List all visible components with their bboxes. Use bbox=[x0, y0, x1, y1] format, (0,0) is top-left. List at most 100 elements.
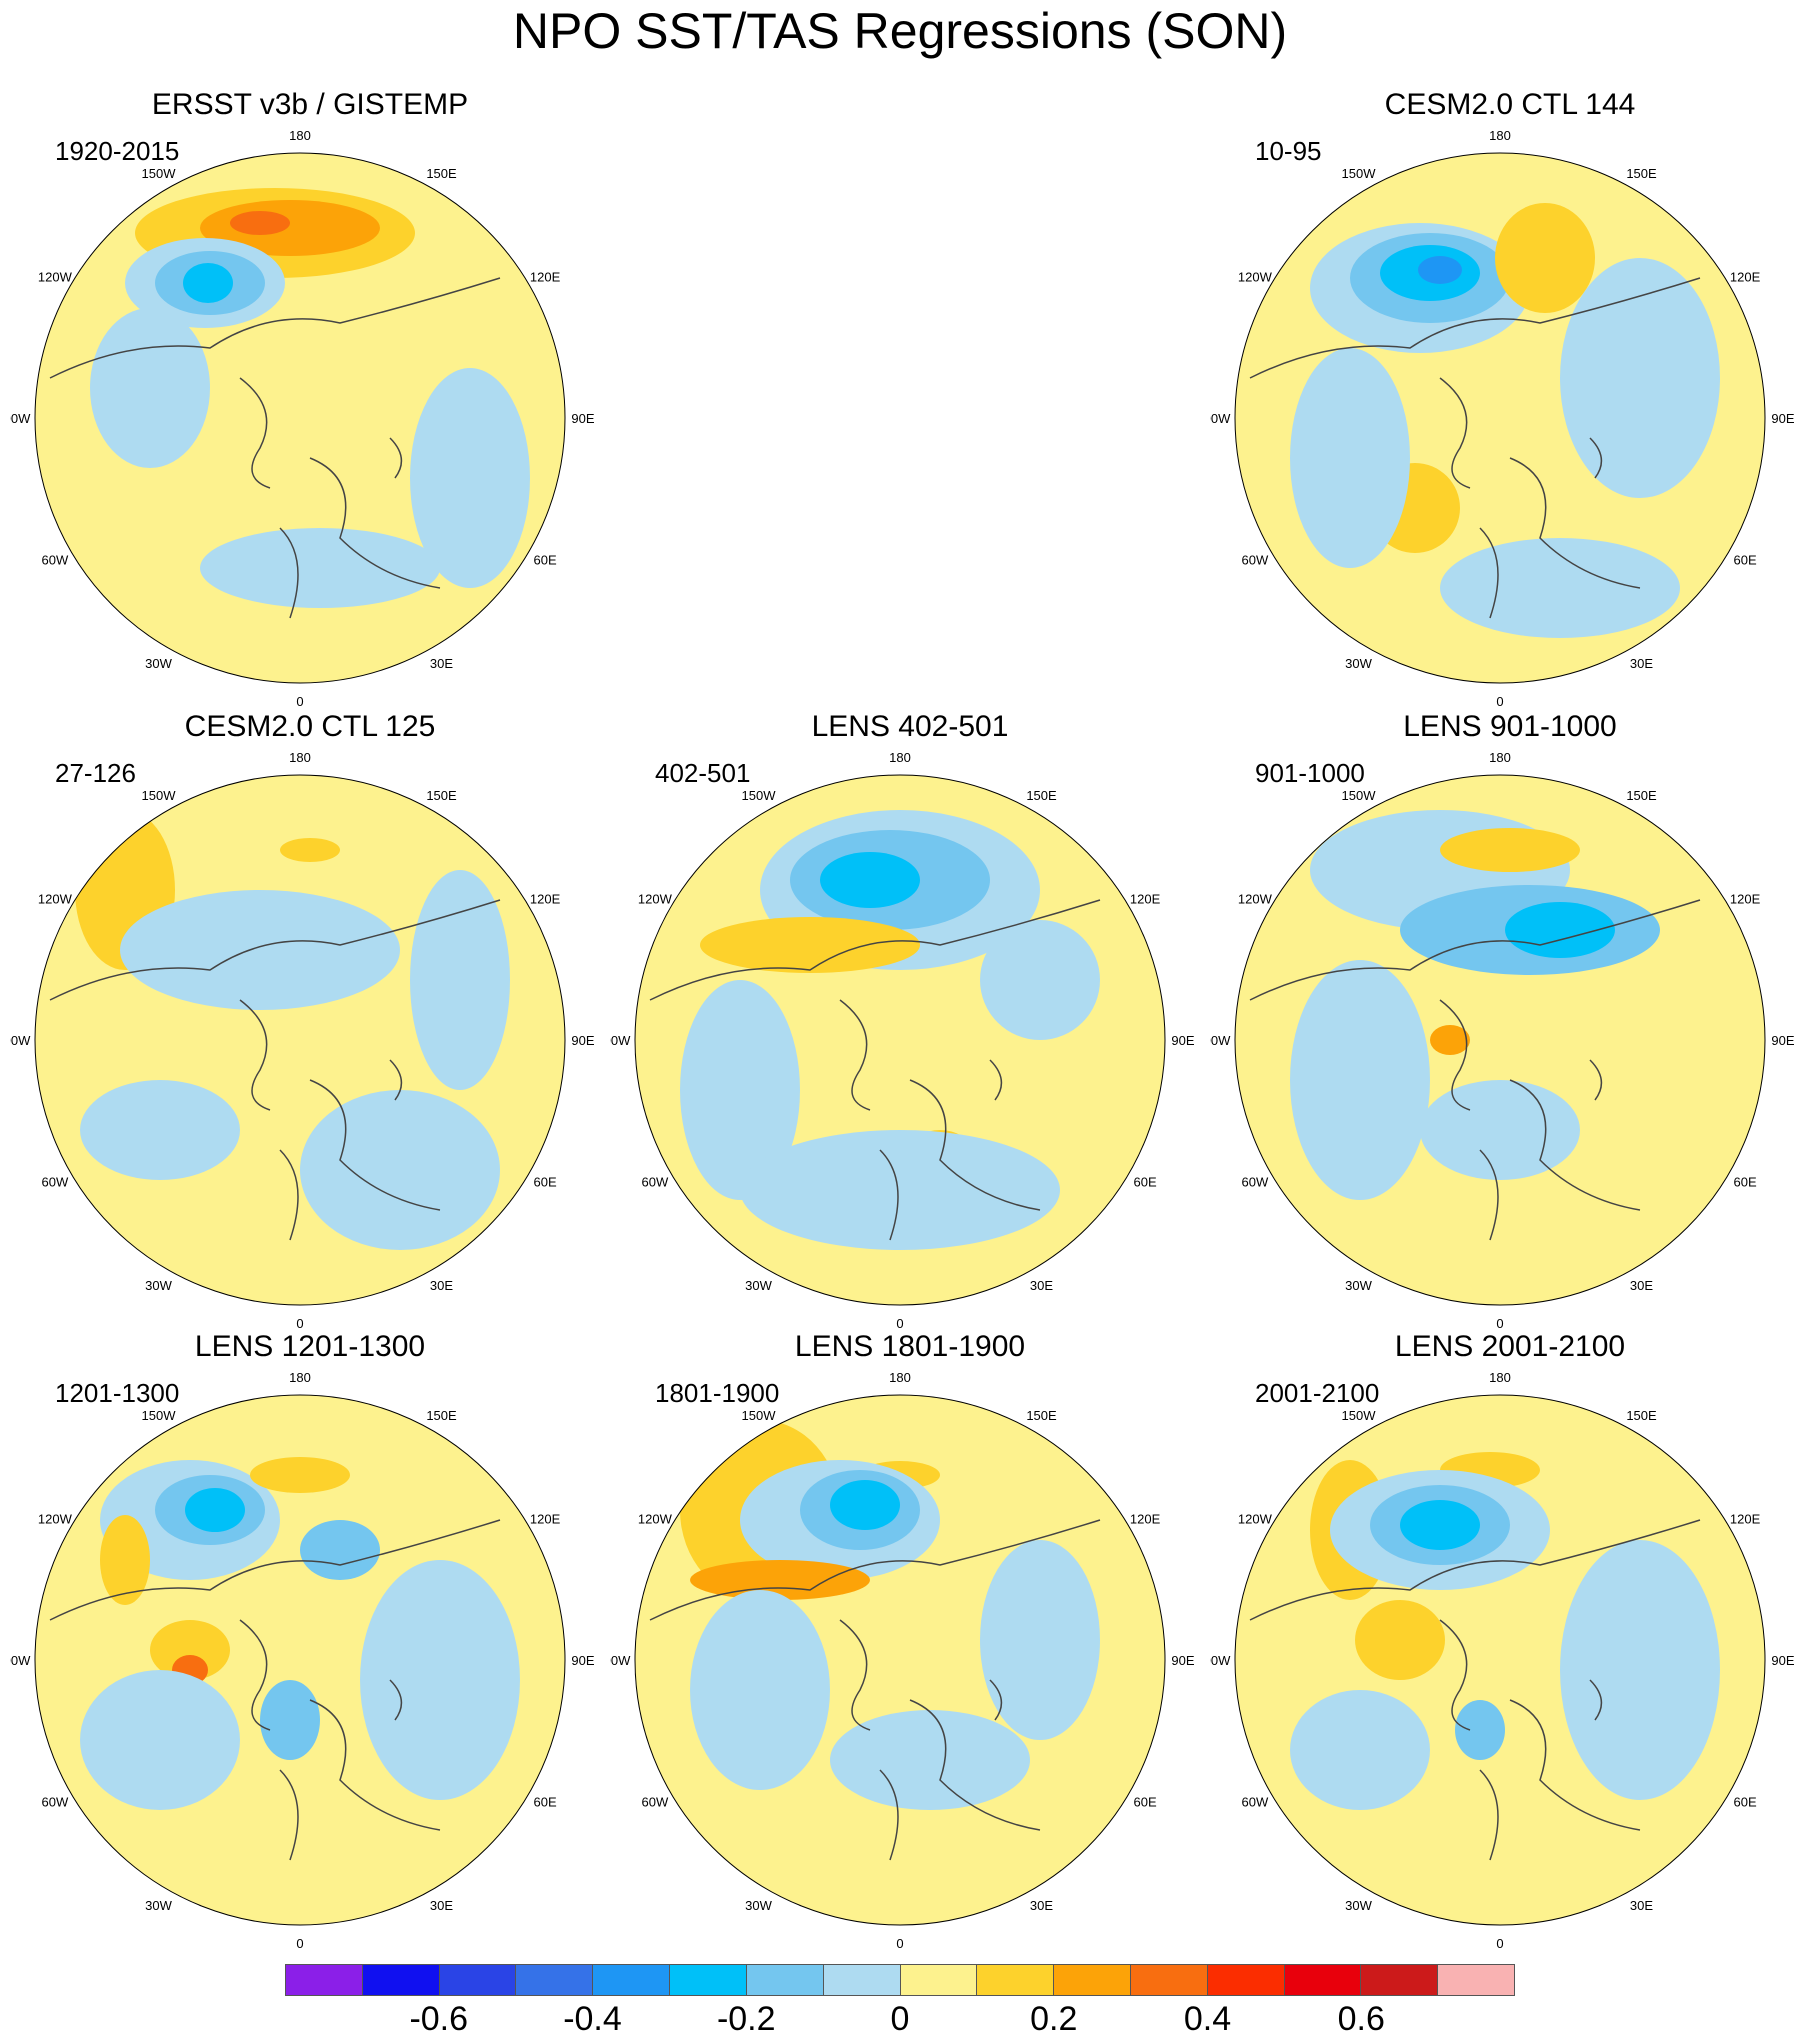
colorbar-tick-label: 0 bbox=[890, 2000, 910, 2038]
anomaly-contour bbox=[1455, 1700, 1505, 1760]
colorbar-swatch bbox=[439, 1965, 517, 1995]
longitude-label: 150E bbox=[1026, 1408, 1057, 1423]
panel-period: 2001-2100 bbox=[1255, 1378, 1380, 1408]
longitude-label: 30W bbox=[1345, 1278, 1372, 1293]
longitude-label: 150E bbox=[426, 1408, 457, 1423]
coastline bbox=[1249, 1519, 1701, 1861]
longitude-label: 60W bbox=[42, 1795, 69, 1810]
longitude-label: 60E bbox=[1134, 1175, 1157, 1190]
colorbar-tick-label: -0.4 bbox=[563, 2000, 622, 2038]
longitude-label: 120W bbox=[1238, 1512, 1273, 1527]
longitude-label: 30E bbox=[430, 656, 453, 671]
map-panel: 180 150E 120E 90E 60E 30E 0 30W 60W 90W 120W 150W C… bbox=[10, 710, 595, 1330]
anomaly-contour bbox=[410, 870, 510, 1090]
longitude-label: 0 bbox=[296, 1316, 303, 1330]
anomaly-contour bbox=[980, 920, 1100, 1040]
anomaly-contour bbox=[700, 917, 920, 973]
longitude-label: 120E bbox=[1130, 1512, 1161, 1527]
longitude-label: 60E bbox=[534, 1175, 557, 1190]
anomaly-contour bbox=[300, 1090, 500, 1250]
anomaly-contour bbox=[1560, 258, 1720, 498]
longitude-label: 90W bbox=[610, 1653, 631, 1668]
panel-title: LENS 2001-2100 bbox=[1394, 1330, 1626, 1363]
longitude-label: 150W bbox=[1342, 1408, 1377, 1423]
longitude-label: 30W bbox=[145, 1278, 172, 1293]
longitude-label: 30E bbox=[1630, 1898, 1653, 1913]
panel-period: 27-126 bbox=[55, 758, 136, 788]
colorbar-tick-label: 0.6 bbox=[1337, 2000, 1385, 2038]
longitude-label: 180 bbox=[289, 1370, 311, 1385]
anomaly-contour bbox=[690, 1560, 870, 1600]
colorbar-swatch bbox=[1438, 1965, 1514, 1995]
panel-title: LENS 901-1000 bbox=[1403, 710, 1617, 743]
coastline bbox=[49, 899, 501, 1241]
longitude-label: 150W bbox=[1342, 788, 1377, 803]
longitude-label: 60E bbox=[1134, 1795, 1157, 1810]
longitude-label: 30E bbox=[1030, 1278, 1053, 1293]
longitude-label: 60E bbox=[1734, 1795, 1757, 1810]
polar-map: 180 150E 120E 90E 60E 30E 0 30W 60W 90W 120W 150W bbox=[10, 750, 595, 1330]
map-boundary bbox=[34, 774, 566, 1306]
longitude-label: 180 bbox=[1489, 750, 1511, 765]
colorbar-swatch bbox=[1054, 1965, 1131, 1995]
map-panel: 180 150E 120E 90E 60E 30E 0 30W 60W 90W 120W 150W L… bbox=[10, 1330, 595, 1950]
longitude-label: 30W bbox=[1345, 1898, 1372, 1913]
longitude-label: 180 bbox=[1489, 1370, 1511, 1385]
colorbar-swatch bbox=[516, 1965, 594, 1995]
longitude-label: 120E bbox=[1730, 270, 1761, 285]
polar-map: 180 150E 120E 90E 60E 30E 0 30W 60W 90W 120W 150W bbox=[610, 1370, 1195, 1950]
panel-period: 1201-1300 bbox=[55, 1378, 180, 1408]
longitude-label: 150E bbox=[1626, 1408, 1657, 1423]
anomaly-contour bbox=[120, 890, 400, 1010]
panel-period: 402-501 bbox=[655, 758, 751, 788]
longitude-label: 60W bbox=[642, 1175, 669, 1190]
polar-map: 180 150E 120E 90E 60E 30E 0 30W 60W 90W 120W 150W bbox=[10, 1370, 595, 1950]
longitude-label: 120W bbox=[638, 892, 673, 907]
anomaly-contour bbox=[260, 1680, 320, 1760]
map-boundary bbox=[34, 152, 566, 684]
longitude-label: 60E bbox=[534, 553, 557, 568]
coastline bbox=[49, 277, 501, 619]
longitude-label: 90E bbox=[1771, 1033, 1794, 1048]
panel-period: 10-95 bbox=[1255, 136, 1322, 166]
anomaly-contour bbox=[1290, 1690, 1430, 1810]
longitude-label: 90W bbox=[610, 1033, 631, 1048]
colorbar-swatch bbox=[900, 1965, 978, 1995]
longitude-label: 60W bbox=[642, 1795, 669, 1810]
colorbar-swatch bbox=[746, 1965, 824, 1995]
colorbar-swatch bbox=[593, 1965, 671, 1995]
figure-title: NPO SST/TAS Regressions (SON) bbox=[512, 3, 1288, 59]
longitude-label: 120E bbox=[530, 270, 561, 285]
colorbar-swatch bbox=[362, 1965, 440, 1995]
map-panel: 180 150E 120E 90E 60E 30E 0 30W 60W 90W 120W 150W E… bbox=[10, 88, 595, 708]
anomaly-contour bbox=[690, 1590, 830, 1790]
coastline bbox=[649, 899, 1101, 1241]
longitude-label: 120E bbox=[1730, 892, 1761, 907]
longitude-label: 90W bbox=[1210, 1033, 1231, 1048]
longitude-label: 30E bbox=[1030, 1898, 1053, 1913]
colorbar-swatch bbox=[1207, 1965, 1285, 1995]
anomaly-contour bbox=[200, 528, 440, 608]
anomaly-contour bbox=[830, 1710, 1030, 1810]
longitude-label: 120E bbox=[530, 1512, 561, 1527]
panel-period: 901-1000 bbox=[1255, 758, 1365, 788]
longitude-label: 120W bbox=[1238, 270, 1273, 285]
longitude-label: 90W bbox=[1210, 411, 1231, 426]
anomaly-contour bbox=[300, 1520, 380, 1580]
polar-map: 180 150E 120E 90E 60E 30E 0 30W 60W 90W 120W 150W bbox=[1210, 128, 1795, 708]
longitude-label: 90E bbox=[571, 411, 594, 426]
anomaly-contour bbox=[150, 1620, 230, 1680]
anomaly-contour bbox=[410, 368, 530, 588]
longitude-label: 90E bbox=[1171, 1033, 1194, 1048]
map-boundary bbox=[1234, 152, 1766, 684]
longitude-label: 60W bbox=[1242, 553, 1269, 568]
colorbar-tick-label: -0.6 bbox=[409, 2000, 469, 2038]
longitude-label: 30E bbox=[430, 1278, 453, 1293]
colorbar-swatch bbox=[286, 1965, 363, 1995]
map-boundary bbox=[1234, 774, 1766, 1306]
panel-title: CESM2.0 CTL 144 bbox=[1384, 88, 1636, 121]
map-panel: 180 150E 120E 90E 60E 30E 0 30W 60W 90W 120W 150W L… bbox=[610, 1330, 1195, 1950]
longitude-label: 60E bbox=[1734, 553, 1757, 568]
longitude-label: 120W bbox=[38, 270, 73, 285]
longitude-label: 120W bbox=[38, 892, 73, 907]
